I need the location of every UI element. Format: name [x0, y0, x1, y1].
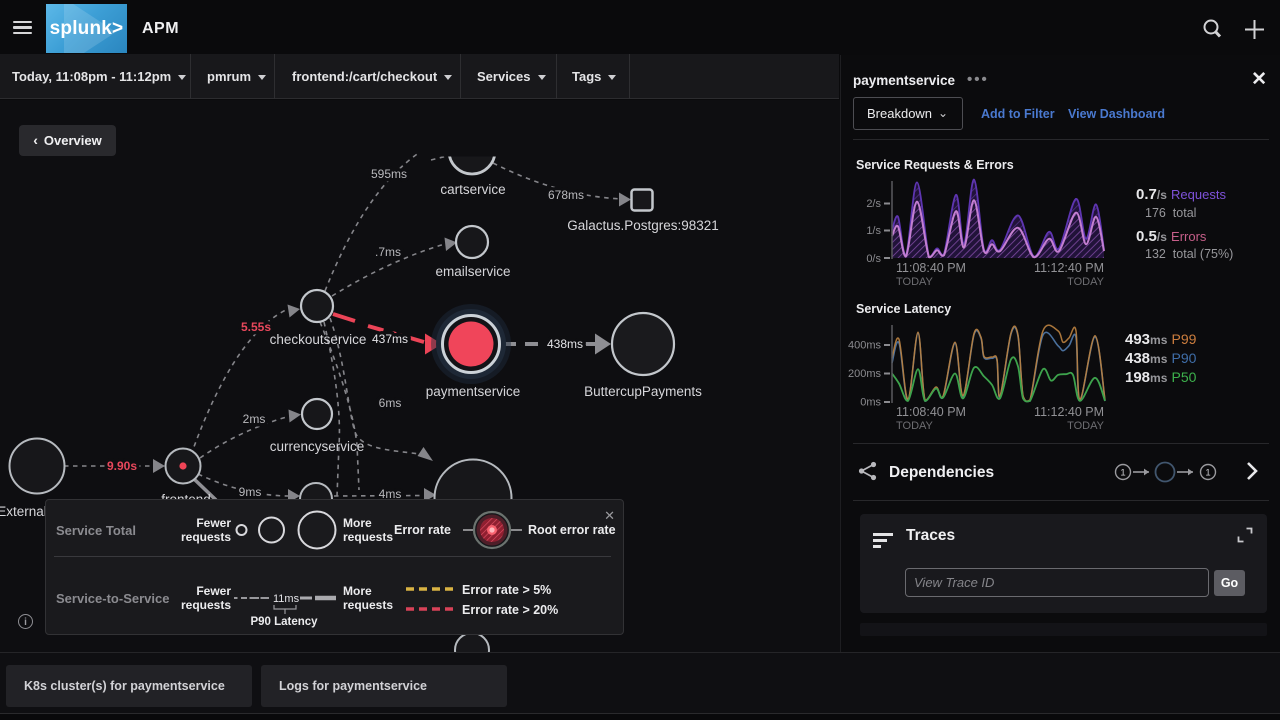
- svg-text:4ms: 4ms: [379, 487, 402, 501]
- svg-text:Galactus.Postgres:98321: Galactus.Postgres:98321: [567, 218, 719, 233]
- svg-text:9.90s: 9.90s: [107, 459, 136, 473]
- svg-text:595ms: 595ms: [371, 167, 407, 181]
- svg-text:paymentservice: paymentservice: [426, 384, 521, 399]
- svg-text:438ms: 438ms: [547, 337, 583, 351]
- svg-text:11:12:40 PM: 11:12:40 PM: [1034, 261, 1104, 275]
- svg-text:TODAY: TODAY: [896, 276, 934, 288]
- svg-text:P90 Latency: P90 Latency: [250, 616, 318, 628]
- svg-text:TODAY: TODAY: [1067, 276, 1105, 288]
- svg-text:.7ms: .7ms: [375, 245, 401, 259]
- svg-text:emailservice: emailservice: [435, 264, 510, 279]
- svg-text:2/s: 2/s: [866, 198, 881, 210]
- svg-text:11:12:40 PM: 11:12:40 PM: [1034, 405, 1104, 419]
- svg-text:595ms: 595ms: [371, 167, 407, 181]
- svg-text:5.55s: 5.55s: [241, 320, 270, 334]
- svg-text:5.55s: 5.55s: [241, 320, 271, 334]
- svg-text:678ms: 678ms: [548, 188, 584, 202]
- svg-text:437ms: 437ms: [372, 332, 408, 346]
- svg-text:678ms: 678ms: [548, 188, 584, 202]
- svg-text:External: External: [0, 504, 47, 519]
- svg-text:2ms: 2ms: [243, 412, 266, 426]
- svg-text:currencyservice: currencyservice: [270, 439, 365, 454]
- svg-text:438ms: 438ms: [547, 337, 583, 351]
- svg-text:1: 1: [1205, 468, 1210, 479]
- svg-text:9ms: 9ms: [239, 485, 262, 499]
- svg-text:1/s: 1/s: [866, 225, 881, 237]
- svg-text:1: 1: [1120, 468, 1125, 479]
- svg-text:0/s: 0/s: [866, 253, 881, 265]
- svg-text:437ms: 437ms: [372, 332, 408, 346]
- svg-text:6ms: 6ms: [379, 396, 402, 410]
- svg-text:TODAY: TODAY: [896, 420, 934, 432]
- svg-text:.7ms: .7ms: [375, 245, 401, 259]
- svg-text:checkoutservice: checkoutservice: [270, 332, 367, 347]
- svg-text:11:08:40 PM: 11:08:40 PM: [896, 405, 966, 419]
- svg-text:6ms: 6ms: [379, 396, 402, 410]
- svg-text:ButtercupPayments: ButtercupPayments: [584, 384, 702, 399]
- svg-text:9ms: 9ms: [239, 485, 262, 499]
- svg-text:0ms: 0ms: [860, 397, 881, 409]
- svg-text:9.90s: 9.90s: [107, 459, 137, 473]
- svg-text:cartservice: cartservice: [440, 182, 505, 197]
- svg-text:11ms: 11ms: [273, 593, 300, 605]
- svg-text:400ms: 400ms: [848, 340, 882, 352]
- svg-text:200ms: 200ms: [848, 368, 882, 380]
- svg-text:TODAY: TODAY: [1067, 420, 1105, 432]
- svg-text:11:08:40 PM: 11:08:40 PM: [896, 261, 966, 275]
- svg-text:2ms: 2ms: [243, 412, 266, 426]
